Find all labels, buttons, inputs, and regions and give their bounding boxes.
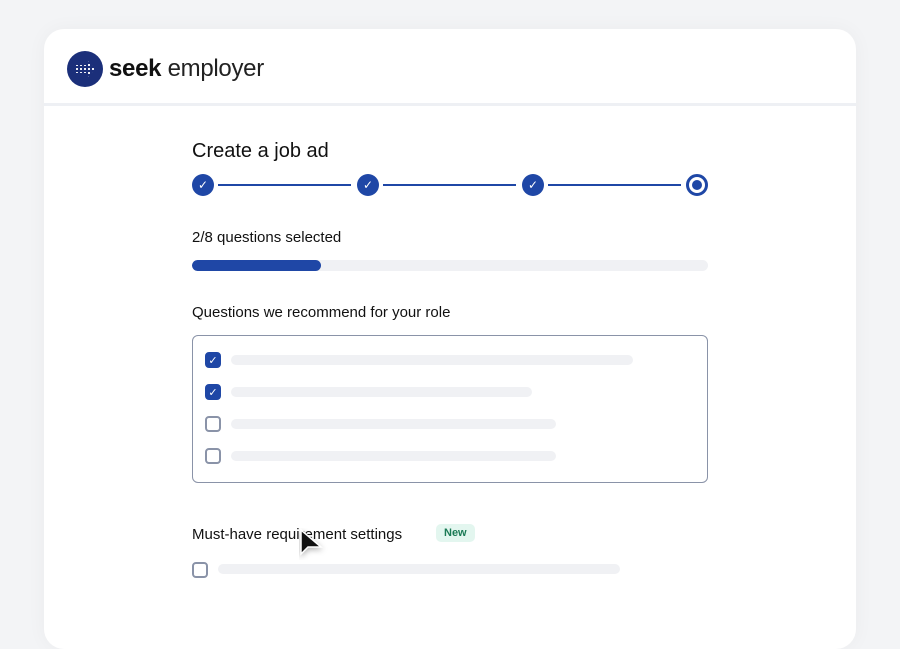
- question-placeholder: [231, 419, 556, 429]
- question-placeholder: [231, 387, 532, 397]
- step-3-complete[interactable]: ✓: [522, 174, 544, 196]
- must-have-heading: Must-have requirement settings: [192, 526, 403, 543]
- check-icon: ✓: [362, 178, 374, 192]
- main-card: seek employer Create a job ad ✓ ✓ ✓ 2/8 …: [44, 29, 856, 649]
- seek-employer-logo[interactable]: seek employer: [67, 51, 264, 87]
- recommended-heading: Questions we recommend for your role: [192, 304, 451, 321]
- brand-light: employer: [167, 55, 265, 82]
- question-placeholder: [231, 451, 556, 461]
- step-connector: [218, 184, 351, 186]
- progress-fill: [192, 260, 321, 271]
- step-2-complete[interactable]: ✓: [357, 174, 379, 196]
- question-checkbox-1[interactable]: ✓: [205, 352, 221, 368]
- page-title: Create a job ad: [192, 140, 329, 162]
- step-1-complete[interactable]: ✓: [192, 174, 214, 196]
- questions-progress-bar: [192, 260, 708, 271]
- mouse-pointer-icon: [300, 528, 324, 556]
- question-placeholder: [231, 355, 633, 365]
- must-have-placeholder: [218, 564, 620, 574]
- recommended-questions-box: ✓ ✓: [192, 335, 708, 483]
- must-have-checkbox[interactable]: [192, 562, 208, 578]
- step-4-current[interactable]: [686, 174, 708, 196]
- questions-selected-label: 2/8 questions selected: [192, 229, 342, 246]
- check-icon: ✓: [197, 178, 209, 192]
- check-icon: ✓: [527, 178, 539, 192]
- question-checkbox-4[interactable]: [205, 448, 221, 464]
- new-badge: New: [436, 524, 475, 542]
- seek-logo-icon: [67, 51, 103, 87]
- header: seek employer: [44, 29, 856, 106]
- question-checkbox-3[interactable]: [205, 416, 221, 432]
- step-connector: [548, 184, 681, 186]
- step-connector: [383, 184, 516, 186]
- brand-bold: seek: [109, 55, 162, 82]
- question-checkbox-2[interactable]: ✓: [205, 384, 221, 400]
